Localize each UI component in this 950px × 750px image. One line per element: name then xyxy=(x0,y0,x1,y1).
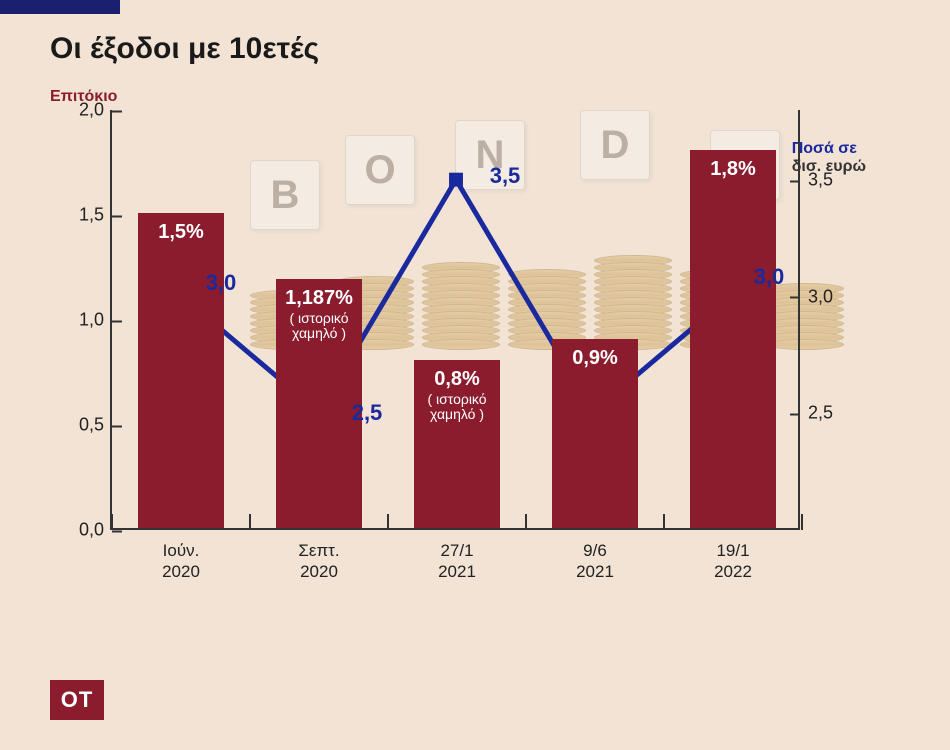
x-divider xyxy=(525,514,527,530)
x-category-label: Ιούν.2020 xyxy=(112,540,250,583)
line-value-label: 3,0 xyxy=(206,270,237,296)
top-accent-bar xyxy=(0,0,120,14)
bar: 1,187%( ιστορικό χαμηλό ) xyxy=(276,279,362,528)
line-marker xyxy=(449,173,463,187)
x-category-label: 27/12021 xyxy=(388,540,526,583)
bar-value-label: 1,5% xyxy=(138,221,224,243)
bar-value-label: 0,8%( ιστορικό χαμηλό ) xyxy=(414,368,500,423)
y-tick-left: 0,5 xyxy=(64,415,104,436)
y-tick-right: 2,5 xyxy=(808,403,848,424)
x-divider xyxy=(111,514,113,530)
line-value-label: 2,5 xyxy=(352,400,383,426)
y-tick-left: 0,0 xyxy=(64,520,104,541)
y-tick-right: 3,5 xyxy=(808,170,848,191)
x-divider xyxy=(387,514,389,530)
y-tick-left: 2,0 xyxy=(64,100,104,121)
bar-value-label: 0,9% xyxy=(552,347,638,369)
publisher-logo: OT xyxy=(50,680,104,720)
y-tick-left: 1,0 xyxy=(64,310,104,331)
x-category-label: Σεπτ.2020 xyxy=(250,540,388,583)
x-category-label: 19/12022 xyxy=(664,540,802,583)
line-value-label: 3,5 xyxy=(490,163,521,189)
x-divider xyxy=(663,514,665,530)
bar: 0,9% xyxy=(552,339,638,528)
bar: 0,8%( ιστορικό χαμηλό ) xyxy=(414,360,500,528)
y-tick-right: 3,0 xyxy=(808,286,848,307)
chart-area: Επιτόκιο Ποσά σε δισ. ευρώ 0,00,51,01,52… xyxy=(50,110,860,580)
line-value-label: 3,0 xyxy=(754,264,785,290)
chart-title: Οι έξοδοι με 10ετές xyxy=(50,32,319,66)
x-divider xyxy=(249,514,251,530)
plot-area: 0,00,51,01,52,02,53,03,5Ιούν.20201,5%Σεπ… xyxy=(110,110,800,530)
x-divider xyxy=(801,514,803,530)
y-tick-left: 1,5 xyxy=(64,205,104,226)
x-category-label: 9/62021 xyxy=(526,540,664,583)
bar-value-label: 1,8% xyxy=(690,158,776,180)
bar: 1,5% xyxy=(138,213,224,528)
bar: 1,8% xyxy=(690,150,776,528)
bar-value-label: 1,187%( ιστορικό χαμηλό ) xyxy=(276,287,362,342)
right-axis-label-1: Ποσά σε xyxy=(792,140,866,158)
